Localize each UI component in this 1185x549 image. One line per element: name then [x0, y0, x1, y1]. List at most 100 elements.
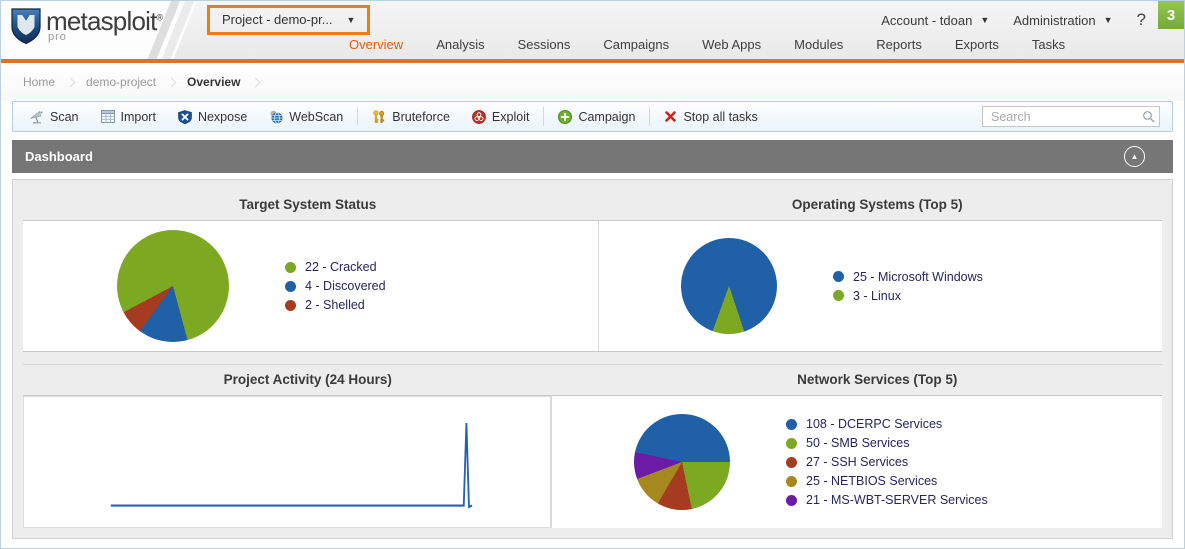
legend-label: 21 - MS-WBT-SERVER Services [806, 493, 988, 507]
action-toolbar: Scan Import Nexpose [12, 101, 1173, 132]
accent-bar [1, 59, 1184, 63]
scan-label: Scan [50, 109, 79, 124]
administration-menu-label: Administration [1013, 12, 1096, 28]
search-box [982, 106, 1160, 127]
target-system-status-title: Target System Status [239, 197, 377, 212]
operating-systems-title: Operating Systems (Top 5) [791, 197, 963, 212]
nexpose-button[interactable]: Nexpose [167, 102, 258, 131]
legend-label: 2 - Shelled [305, 298, 365, 312]
legend-swatch [786, 456, 797, 468]
project-selector-dropdown[interactable]: Project - demo-pr... ▼ [207, 5, 371, 35]
account-menu-label: Account - tdoan [881, 12, 973, 28]
administration-menu[interactable]: Administration ▼ [1013, 13, 1112, 28]
chevron-down-icon: ▼ [346, 14, 356, 25]
legend-swatch [786, 475, 797, 487]
legend-label: 25 - NETBIOS Services [806, 474, 938, 488]
tab-modules[interactable]: Modules [794, 37, 844, 52]
account-menu[interactable]: Account - tdoan ▼ [881, 13, 989, 28]
toolbar-divider [357, 107, 359, 126]
campaign-button[interactable]: Campaign [547, 102, 646, 131]
bruteforce-keys-icon [372, 109, 386, 124]
target-status-legend: 22 - Cracked 4 - Discovered 2 - Shelled [285, 260, 386, 312]
toolbar-divider [649, 107, 651, 126]
target-status-pie-chart[interactable] [117, 230, 229, 342]
stop-all-tasks-label: Stop all tasks [683, 109, 758, 124]
legend-item: 50 - SMB Services [786, 436, 988, 450]
tab-exports[interactable]: Exports [954, 37, 999, 52]
breadcrumb-home[interactable]: Home [23, 75, 56, 89]
project-activity-title: Project Activity (24 Hours) [223, 372, 392, 387]
search-icon[interactable] [1142, 110, 1155, 128]
legend-item: 3 - Linux [833, 289, 983, 303]
legend-label: 27 - SSH Services [806, 455, 909, 469]
top-header: metasploit® pro Project - demo-pr... ▼ A… [1, 1, 1184, 59]
legend-swatch [285, 299, 296, 311]
legend-swatch [833, 271, 844, 282]
bruteforce-button[interactable]: Bruteforce [361, 102, 461, 131]
chevron-right-icon [65, 77, 76, 87]
logo-pro-label: pro [48, 31, 67, 43]
tab-reports[interactable]: Reports [876, 37, 922, 52]
header-right-menus: Account - tdoan ▼ Administration ▼ ? [881, 10, 1146, 30]
stop-all-tasks-button[interactable]: Stop all tasks [653, 102, 768, 131]
chevron-down-icon: ▼ [980, 15, 990, 25]
network-services-title: Network Services (Top 5) [797, 372, 958, 387]
breadcrumb: Home demo-project Overview [1, 63, 1184, 101]
legend-item: 21 - MS-WBT-SERVER Services [786, 493, 988, 507]
charts-row-2: 108 - DCERPC Services 50 - SMB Services 27… [23, 396, 1162, 528]
tab-campaigns[interactable]: Campaigns [603, 37, 670, 52]
scan-icon [29, 110, 44, 124]
project-activity-chart [23, 396, 552, 528]
collapse-section-button[interactable]: ▲ [1124, 146, 1145, 167]
legend-item: 108 - DCERPC Services [786, 417, 988, 431]
import-icon [100, 110, 115, 123]
webscan-globe-icon [269, 110, 283, 124]
scan-button[interactable]: Scan [18, 102, 90, 131]
legend-swatch [285, 280, 296, 292]
exploit-button[interactable]: Exploit [461, 102, 541, 131]
breadcrumb-project[interactable]: demo-project [86, 75, 157, 89]
legend-swatch [285, 261, 296, 273]
tab-tasks[interactable]: Tasks [1031, 37, 1066, 52]
legend-label: 108 - DCERPC Services [806, 417, 943, 431]
tab-analysis[interactable]: Analysis [436, 37, 485, 52]
chevron-right-icon [166, 77, 177, 87]
network-services-chart: 108 - DCERPC Services 50 - SMB Services 27… [552, 396, 1162, 528]
chevron-down-icon: ▼ [1103, 15, 1113, 25]
legend-label: 3 - Linux [853, 288, 901, 303]
search-input[interactable] [982, 106, 1160, 127]
tab-sessions[interactable]: Sessions [517, 37, 571, 52]
tab-overview[interactable]: Overview [349, 37, 404, 52]
notification-badge[interactable]: 3 [1158, 1, 1184, 29]
main-nav-tabs: Overview Analysis Sessions Campaigns Web… [349, 37, 1065, 52]
webscan-label: WebScan [289, 109, 344, 124]
stop-x-icon [664, 110, 677, 123]
webscan-button[interactable]: WebScan [258, 102, 354, 131]
nexpose-label: Nexpose [197, 109, 248, 124]
legend-item: 2 - Shelled [285, 298, 386, 312]
tab-web-apps[interactable]: Web Apps [702, 37, 762, 52]
legend-label: 4 - Discovered [305, 279, 386, 293]
project-selector-label: Project - demo-pr... [222, 12, 333, 27]
activity-line-chart[interactable] [23, 396, 551, 528]
network-services-pie-chart[interactable] [634, 414, 730, 510]
operating-systems-chart: 25 - Microsoft Windows 3 - Linux [599, 221, 1162, 351]
metasploit-logo[interactable]: metasploit® pro [11, 8, 164, 50]
campaign-plus-icon [558, 109, 573, 124]
operating-systems-pie-chart[interactable] [681, 238, 777, 334]
toolbar-divider [543, 107, 545, 126]
legend-swatch [786, 418, 797, 430]
dashboard-section-header: Dashboard ▲ [12, 140, 1173, 173]
registered-mark: ® [156, 12, 164, 23]
legend-swatch [786, 494, 797, 506]
bruteforce-label: Bruteforce [392, 109, 450, 124]
import-label: Import [120, 109, 156, 124]
legend-label: 50 - SMB Services [806, 436, 910, 450]
legend-label: 22 - Cracked [305, 260, 377, 274]
exploit-biohazard-icon [472, 109, 486, 124]
import-button[interactable]: Import [90, 102, 167, 131]
help-button[interactable]: ? [1136, 10, 1146, 29]
legend-swatch [786, 437, 797, 449]
network-services-legend: 108 - DCERPC Services 50 - SMB Services 27… [786, 417, 988, 507]
campaign-label: Campaign [578, 109, 636, 124]
